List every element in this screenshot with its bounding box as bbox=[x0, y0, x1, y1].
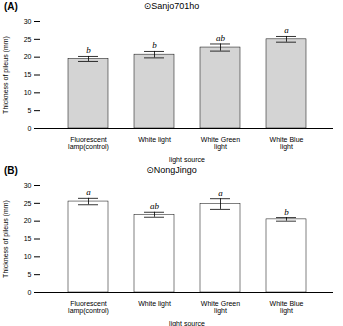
svg-text:light source: light source bbox=[169, 156, 205, 164]
svg-text:5: 5 bbox=[28, 107, 32, 114]
svg-text:25: 25 bbox=[24, 200, 32, 207]
svg-text:10: 10 bbox=[24, 253, 32, 260]
svg-text:30: 30 bbox=[24, 182, 32, 189]
svg-text:0: 0 bbox=[28, 125, 32, 132]
svg-text:b: b bbox=[86, 45, 91, 55]
svg-text:5: 5 bbox=[28, 271, 32, 278]
svg-text:b: b bbox=[152, 40, 157, 50]
svg-text:White Greenlight: White Greenlight bbox=[201, 136, 240, 151]
svg-text:ab: ab bbox=[216, 33, 226, 43]
svg-text:Thickness of pileus (mm): Thickness of pileus (mm) bbox=[2, 200, 10, 278]
svg-text:30: 30 bbox=[24, 18, 32, 25]
svg-text:20: 20 bbox=[24, 53, 32, 60]
svg-text:10: 10 bbox=[24, 89, 32, 96]
svg-text:a: a bbox=[218, 188, 223, 198]
svg-text:ab: ab bbox=[150, 201, 160, 211]
html-text:(B): (B) bbox=[4, 165, 18, 176]
svg-text:Fluorescentlamp(control): Fluorescentlamp(control) bbox=[68, 300, 109, 315]
svg-text:15: 15 bbox=[24, 235, 32, 242]
html-text:⊙Sanjo701ho: ⊙Sanjo701ho bbox=[143, 1, 200, 11]
svg-text:White Bluelight: White Bluelight bbox=[270, 136, 304, 151]
svg-text:a: a bbox=[284, 25, 289, 35]
svg-text:b: b bbox=[284, 207, 289, 217]
html-text:⊙NongJingo: ⊙NongJingo bbox=[146, 165, 197, 175]
svg-text:25: 25 bbox=[24, 36, 32, 43]
svg-text:light source: light source bbox=[169, 320, 205, 326]
svg-text:White light: White light bbox=[138, 300, 171, 308]
svg-text:15: 15 bbox=[24, 71, 32, 78]
svg-text:20: 20 bbox=[24, 217, 32, 224]
svg-text:a: a bbox=[86, 187, 91, 197]
html-text:(A): (A) bbox=[4, 1, 18, 12]
svg-text:White light: White light bbox=[138, 136, 171, 144]
svg-text:Fluorescentlamp(control): Fluorescentlamp(control) bbox=[68, 136, 109, 151]
svg-text:0: 0 bbox=[28, 289, 32, 296]
svg-text:White Bluelight: White Bluelight bbox=[270, 300, 304, 315]
svg-text:White Greenlight: White Greenlight bbox=[201, 300, 240, 315]
svg-text:Thickness of pileus (mm): Thickness of pileus (mm) bbox=[2, 36, 10, 114]
